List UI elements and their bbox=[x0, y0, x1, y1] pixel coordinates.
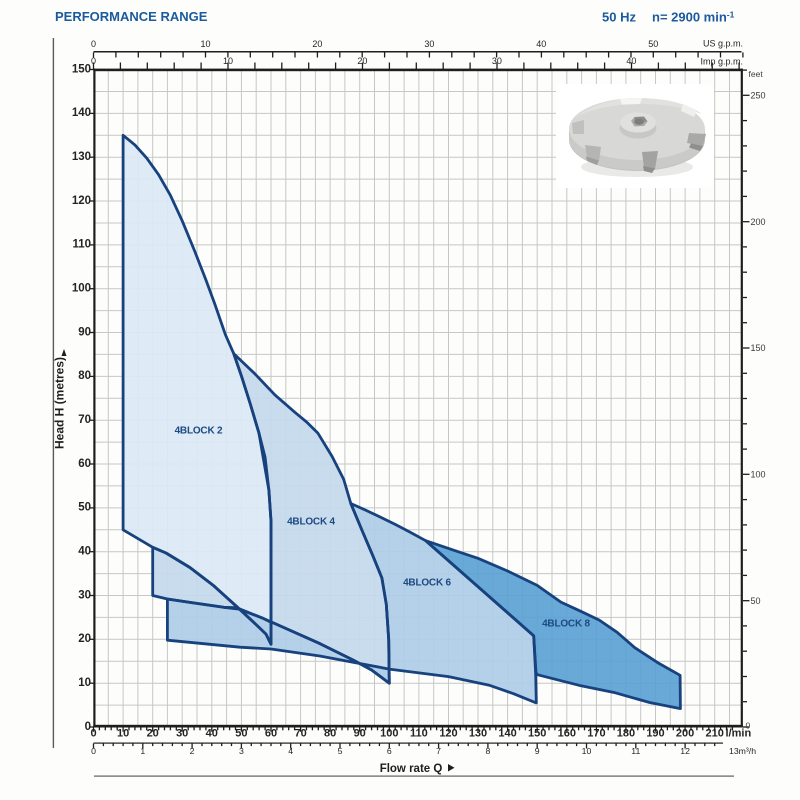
svg-text:10: 10 bbox=[117, 728, 129, 740]
svg-text:4BLOCK 6: 4BLOCK 6 bbox=[403, 578, 451, 589]
svg-text:Head H (metres): Head H (metres) bbox=[53, 357, 67, 449]
svg-text:40: 40 bbox=[78, 546, 91, 558]
svg-text:13m³/h: 13m³/h bbox=[729, 746, 756, 756]
svg-text:190: 190 bbox=[646, 728, 664, 740]
svg-text:20: 20 bbox=[147, 728, 159, 740]
svg-text:170: 170 bbox=[587, 728, 605, 740]
svg-text:2: 2 bbox=[190, 746, 195, 756]
svg-text:PERFORMANCE RANGE: PERFORMANCE RANGE bbox=[55, 9, 208, 24]
svg-text:30: 30 bbox=[492, 56, 502, 66]
svg-text:90: 90 bbox=[354, 728, 366, 740]
svg-text:20: 20 bbox=[78, 633, 91, 645]
svg-text:20: 20 bbox=[312, 39, 322, 49]
svg-text:4BLOCK 8: 4BLOCK 8 bbox=[542, 619, 590, 630]
svg-text:50: 50 bbox=[751, 596, 761, 606]
svg-text:11: 11 bbox=[631, 746, 640, 756]
svg-text:40: 40 bbox=[206, 728, 218, 740]
svg-text:130: 130 bbox=[72, 151, 91, 163]
svg-text:70: 70 bbox=[78, 414, 91, 426]
svg-text:200: 200 bbox=[676, 728, 694, 740]
svg-text:50: 50 bbox=[78, 502, 91, 514]
svg-text:0: 0 bbox=[746, 721, 751, 731]
svg-text:Imp g.p.m.: Imp g.p.m. bbox=[700, 57, 743, 67]
svg-text:4: 4 bbox=[288, 746, 293, 756]
svg-text:100: 100 bbox=[380, 728, 398, 740]
svg-text:n= 2900 min-1: n= 2900 min-1 bbox=[652, 10, 735, 25]
svg-text:50: 50 bbox=[235, 728, 247, 740]
svg-text:20: 20 bbox=[357, 56, 367, 66]
svg-text:110: 110 bbox=[410, 728, 428, 740]
svg-text:130: 130 bbox=[469, 728, 487, 740]
svg-text:10: 10 bbox=[223, 56, 233, 66]
svg-text:10: 10 bbox=[200, 39, 210, 49]
svg-text:50: 50 bbox=[648, 39, 658, 49]
svg-text:70: 70 bbox=[294, 728, 306, 740]
svg-text:80: 80 bbox=[78, 370, 91, 382]
svg-text:100: 100 bbox=[72, 283, 91, 295]
svg-text:160: 160 bbox=[558, 728, 576, 740]
svg-text:60: 60 bbox=[265, 728, 277, 740]
svg-text:30: 30 bbox=[176, 728, 188, 740]
svg-text:30: 30 bbox=[424, 39, 434, 49]
svg-text:110: 110 bbox=[72, 239, 91, 251]
svg-text:250: 250 bbox=[751, 91, 766, 101]
svg-text:30: 30 bbox=[78, 589, 91, 601]
svg-text:10: 10 bbox=[78, 677, 91, 689]
svg-text:9: 9 bbox=[535, 746, 540, 756]
svg-text:6: 6 bbox=[387, 746, 392, 756]
svg-text:120: 120 bbox=[72, 195, 91, 207]
svg-text:1: 1 bbox=[140, 746, 145, 756]
svg-text:0: 0 bbox=[91, 39, 96, 49]
svg-text:0: 0 bbox=[91, 56, 96, 66]
svg-text:7: 7 bbox=[436, 746, 441, 756]
svg-text:4BLOCK 4: 4BLOCK 4 bbox=[287, 517, 335, 528]
svg-text:5: 5 bbox=[338, 746, 343, 756]
svg-text:150: 150 bbox=[528, 728, 546, 740]
svg-text:150: 150 bbox=[751, 343, 766, 353]
svg-text:140: 140 bbox=[72, 107, 91, 119]
svg-text:210: 210 bbox=[706, 728, 724, 740]
svg-text:0: 0 bbox=[85, 721, 91, 733]
svg-text:60: 60 bbox=[78, 458, 91, 470]
svg-text:l/min: l/min bbox=[726, 728, 752, 740]
svg-text:90: 90 bbox=[78, 326, 91, 338]
svg-text:150: 150 bbox=[72, 63, 91, 75]
svg-text:Flow rate Q: Flow rate Q bbox=[380, 763, 443, 775]
svg-text:12: 12 bbox=[680, 746, 690, 756]
svg-text:US g.p.m.: US g.p.m. bbox=[703, 39, 743, 49]
svg-text:180: 180 bbox=[617, 728, 635, 740]
svg-text:140: 140 bbox=[498, 728, 516, 740]
svg-text:100: 100 bbox=[751, 470, 766, 480]
svg-text:feet: feet bbox=[749, 69, 764, 79]
svg-text:4BLOCK 2: 4BLOCK 2 bbox=[175, 426, 223, 437]
svg-text:200: 200 bbox=[751, 217, 766, 227]
svg-text:40: 40 bbox=[626, 56, 636, 66]
svg-text:50 Hz: 50 Hz bbox=[602, 10, 636, 25]
svg-text:10: 10 bbox=[582, 746, 592, 756]
svg-text:0: 0 bbox=[91, 746, 96, 756]
svg-text:120: 120 bbox=[439, 728, 457, 740]
svg-text:3: 3 bbox=[239, 746, 244, 756]
svg-text:0: 0 bbox=[90, 728, 96, 740]
svg-text:8: 8 bbox=[485, 746, 490, 756]
svg-text:40: 40 bbox=[536, 39, 546, 49]
svg-text:80: 80 bbox=[324, 728, 336, 740]
